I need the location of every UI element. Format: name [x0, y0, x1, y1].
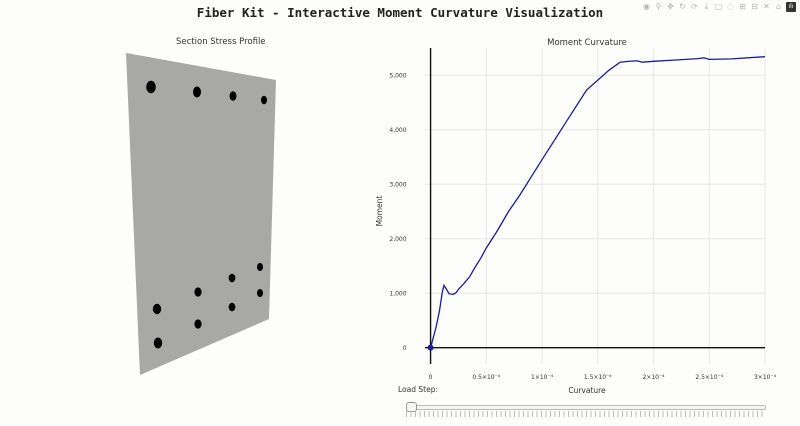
y-axis-label: Moment [375, 196, 384, 227]
reinforcing-bars [146, 80, 267, 349]
lasso-icon[interactable]: ◌ [727, 2, 734, 11]
x-tick-label: 3×10⁻⁴ [754, 374, 777, 381]
page-title: Fiber Kit - Interactive Moment Curvature… [196, 5, 604, 20]
y-tick-label: 1,000 [389, 291, 406, 298]
moment-curvature-line[interactable] [429, 56, 766, 348]
rebar [194, 287, 202, 297]
slider-rail[interactable] [406, 405, 766, 410]
zoom-icon[interactable]: ⚲ [655, 2, 662, 11]
rebar [257, 263, 263, 271]
rebar [146, 80, 156, 94]
x-tick-label: 1×10⁻⁴ [531, 374, 554, 381]
rebar [152, 303, 162, 315]
rebar [257, 289, 263, 297]
x-axis-label: Curvature [568, 386, 606, 395]
home-icon[interactable]: ⌂ [775, 2, 782, 11]
turntable-icon[interactable]: ⟳ [691, 2, 698, 11]
current-load-marker[interactable] [427, 344, 434, 351]
grid-lines [425, 48, 766, 364]
rebar [153, 337, 163, 349]
section-panel-title: Section Stress Profile [176, 37, 266, 47]
x-tick-label: 0 [429, 374, 433, 381]
zero-axes [425, 48, 765, 364]
y-tick-label: 4,000 [389, 127, 406, 134]
camera-icon[interactable]: ◉ [643, 2, 650, 11]
section-face [126, 53, 276, 375]
x-tick-label: 1.5×10⁻⁴ [584, 374, 612, 381]
rebar [228, 273, 236, 283]
download-icon[interactable]: ⤓ [704, 2, 709, 11]
rebar [193, 86, 201, 98]
rebar [261, 95, 267, 105]
rebar [229, 91, 237, 101]
chart-title: Moment Curvature [547, 38, 627, 48]
y-tick-label: 5,000 [389, 73, 406, 80]
load-step-slider[interactable] [406, 402, 766, 412]
rebar [194, 319, 202, 329]
x-tick-label: 2.5×10⁻⁴ [695, 374, 723, 381]
modebar-toolbar: ◉ ⚲ ✥ ↻ ⟳ ⤓ ▢ ◌ ⊞ ⊟ ✕ ⌂ ılı [642, 2, 796, 12]
rebar [228, 302, 236, 312]
pan-icon[interactable]: ✥ [667, 2, 674, 11]
box-select-icon[interactable]: ▢ [714, 2, 723, 11]
moment-curvature-chart[interactable]: Moment Curvature 0 0.5×10⁻⁴ 1×10⁻⁴ 1.5×10⁻⁴… [360, 30, 800, 400]
slider-ticks [406, 411, 766, 417]
load-step-label: Load Step: [398, 385, 438, 394]
zoom-out-icon[interactable]: ⊟ [751, 2, 758, 11]
x-tick-label: 0.5×10⁻⁴ [472, 374, 500, 381]
x-tick-label: 2×10⁻⁴ [642, 374, 665, 381]
autoscale-icon[interactable]: ✕ [763, 2, 770, 11]
plotly-logo-icon[interactable]: ılı [786, 2, 796, 12]
y-axis-ticks: 0 1,000 2,000 3,000 4,000 5,000 [389, 73, 406, 352]
x-axis-ticks: 0 0.5×10⁻⁴ 1×10⁻⁴ 1.5×10⁻⁴ 2×10⁻⁴ 2.5×10⁻⁴ 3×1… [429, 374, 777, 381]
y-tick-label: 0 [403, 345, 407, 352]
orbit-icon[interactable]: ↻ [679, 2, 686, 11]
y-tick-label: 2,000 [389, 236, 406, 243]
y-tick-label: 3,000 [389, 182, 406, 189]
zoom-in-icon[interactable]: ⊞ [739, 2, 746, 11]
